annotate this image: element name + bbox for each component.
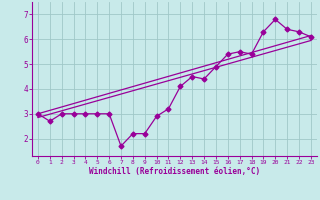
X-axis label: Windchill (Refroidissement éolien,°C): Windchill (Refroidissement éolien,°C) (89, 167, 260, 176)
